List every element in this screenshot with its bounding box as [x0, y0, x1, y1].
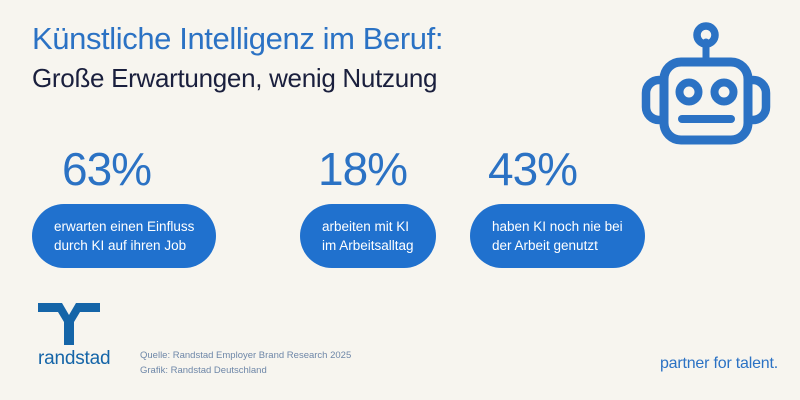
- stat-label-pill: erwarten einen Einfluss durch KI auf ihr…: [32, 204, 217, 269]
- stat-label-line: haben KI noch nie bei: [492, 219, 623, 234]
- robot-icon: [636, 22, 776, 157]
- stat-label-pill: haben KI noch nie bei der Arbeit genutzt: [470, 204, 645, 269]
- page-subtitle: Große Erwartungen, wenig Nutzung: [32, 62, 438, 93]
- stat-percent: 63%: [62, 143, 152, 195]
- tagline: partner for talent.: [659, 355, 778, 372]
- stat-label-line: durch KI auf ihren Job: [54, 238, 187, 254]
- stat-card: 63% erwarten einen Einfluss durch KI auf…: [32, 143, 217, 269]
- stat-label-line: arbeiten mit KI: [322, 219, 410, 234]
- randstad-logo: randstad: [38, 303, 158, 370]
- stat-label-line: der Arbeit genutzt: [492, 238, 598, 254]
- source-line: Quelle: Randstad Employer Brand Research…: [140, 350, 352, 361]
- source-note: Quelle: Randstad Employer Brand Research…: [140, 349, 351, 378]
- stat-percent: 43%: [488, 143, 578, 195]
- source-line: Grafik: Randstad Deutschland: [140, 364, 267, 376]
- stat-label-line: im Arbeitsalltag: [322, 238, 414, 254]
- stat-card: 18% arbeiten mit KI im Arbeitsalltag: [300, 143, 436, 269]
- header: Künstliche Intelligenz im Beruf: Große E…: [32, 20, 632, 95]
- randstad-wordmark: randstad: [38, 348, 111, 369]
- stat-label-line: erwarten einen Einfluss: [54, 219, 195, 234]
- stats-group: 63% erwarten einen Einfluss durch KI auf…: [0, 146, 800, 276]
- stat-card: 43% haben KI noch nie bei der Arbeit gen…: [470, 143, 645, 269]
- stat-percent: 18%: [318, 143, 408, 195]
- page-title: Künstliche Intelligenz im Beruf:: [32, 21, 444, 56]
- stat-label-pill: arbeiten mit KI im Arbeitsalltag: [300, 204, 436, 269]
- randstad-logo-mark: [38, 303, 100, 345]
